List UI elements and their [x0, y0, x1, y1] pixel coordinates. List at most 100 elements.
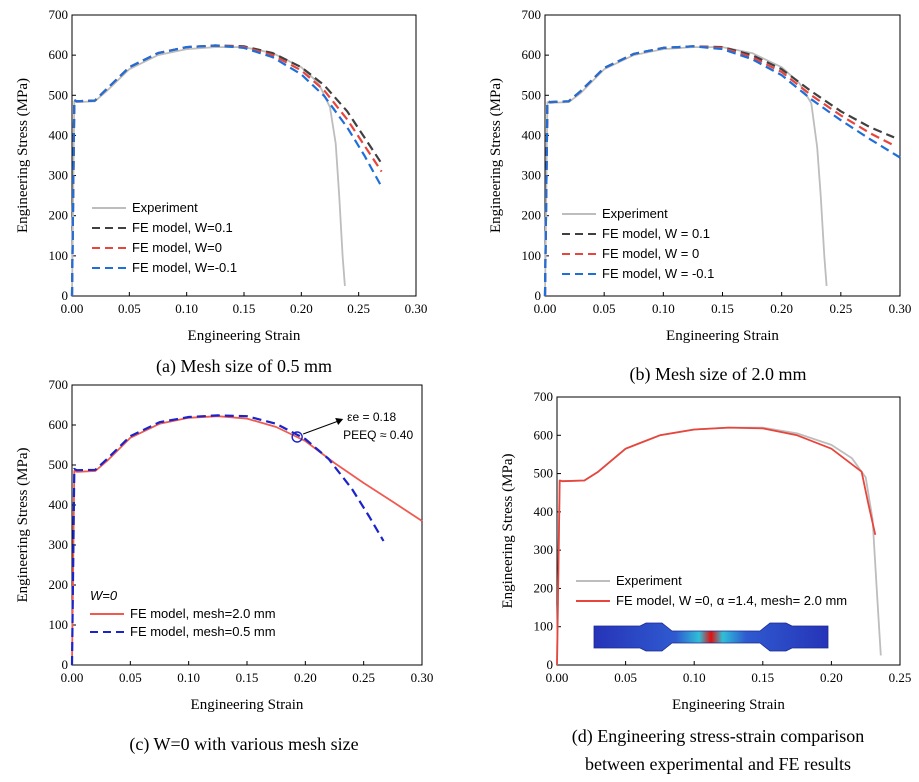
y-tick-label: 200 — [49, 208, 69, 223]
legend-label: FE model, W=0.1 — [132, 220, 233, 235]
y-tick-label: 600 — [522, 47, 542, 62]
panel-c: 0 100 200 300 400 500 600 700 0.00 0.05 0.10 0.15 0.… — [15, 377, 433, 713]
legend-label: FE model, W = 0 — [602, 246, 699, 261]
y-tick-label: 200 — [49, 577, 69, 592]
x-tick-label: 0.10 — [175, 301, 198, 316]
specimen-contour-inset — [593, 622, 829, 652]
legend-label: FE model, mesh=2.0 mm — [130, 606, 276, 621]
x-tick-label: 0.00 — [534, 301, 557, 316]
x-tick-label: 0.25 — [829, 301, 852, 316]
x-tick-label: 0.05 — [119, 670, 142, 685]
y-tick-label: 400 — [49, 127, 69, 142]
annotation-peeq: PEEQ ≈ 0.40 — [343, 428, 413, 442]
series-line-3 — [543, 45, 901, 297]
series-line-1 — [556, 426, 877, 666]
x-tick-label: 0.20 — [294, 670, 317, 685]
y-tick-label: 600 — [49, 417, 69, 432]
series-line-2 — [70, 44, 383, 297]
panel-a: 0 100 200 300 400 500 600 700 0.00 0.05 0.10 0.15 0.… — [15, 7, 427, 344]
caption-c: (c) W=0 with various mesh size — [129, 734, 358, 755]
y-tick-label: 700 — [49, 7, 69, 22]
caption-a: (a) Mesh size of 0.5 mm — [156, 356, 332, 377]
plot-frame — [544, 14, 901, 297]
y-tick-label: 100 — [534, 619, 554, 634]
plot-frame — [71, 384, 423, 666]
x-tick-label: 0.20 — [770, 301, 793, 316]
y-tick-label: 200 — [534, 580, 554, 595]
caption-d-line2: between experimental and FE results — [585, 754, 851, 774]
legend-label: FE model, W=-0.1 — [132, 260, 237, 275]
annotation-arrow — [302, 419, 342, 435]
series-line-1 — [70, 44, 383, 297]
y-tick-label: 0 — [62, 288, 69, 303]
y-tick-label: 300 — [522, 168, 542, 183]
y-tick-label: 400 — [49, 497, 69, 512]
legend-label: FE model, mesh=0.5 mm — [130, 624, 276, 639]
legend-label: FE model, W = -0.1 — [602, 266, 714, 281]
x-tick-label: 0.10 — [683, 670, 706, 685]
x-tick-label: 0.25 — [889, 670, 912, 685]
y-tick-label: 100 — [49, 617, 69, 632]
y-tick-label: 400 — [534, 504, 554, 519]
series-line-1 — [70, 414, 385, 666]
x-axis-label: Engineering Strain — [672, 697, 785, 713]
legend-label: FE model, W = 0.1 — [602, 226, 710, 241]
x-tick-label: 0.05 — [593, 301, 616, 316]
caption-b: (b) Mesh size of 2.0 mm — [630, 364, 807, 385]
y-tick-label: 0 — [62, 657, 69, 672]
y-tick-label: 700 — [522, 7, 542, 22]
legend-label: Experiment — [616, 573, 682, 588]
x-tick-label: 0.25 — [352, 670, 375, 685]
series-line-3 — [70, 44, 383, 297]
panel-b: 0 100 200 300 400 500 600 700 0.00 0.05 0.10 0.15 0.… — [488, 7, 911, 344]
legend-label: FE model, W=0 — [132, 240, 222, 255]
y-tick-label: 0 — [547, 657, 554, 672]
y-tick-label: 500 — [522, 87, 542, 102]
panel-d: 0 100 200 300 400 500 600 700 0.00 0.05 0.10 0.15 0.… — [500, 389, 911, 713]
caption-d-line1: (d) Engineering stress-strain comparison — [572, 726, 864, 747]
y-tick-label: 500 — [534, 466, 554, 481]
y-tick-label: 400 — [522, 127, 542, 142]
x-tick-label: 0.15 — [751, 670, 774, 685]
x-tick-label: 0.15 — [711, 301, 734, 316]
y-axis-label: Engineering Stress (MPa) — [500, 454, 516, 609]
x-tick-label: 0.05 — [614, 670, 637, 685]
y-tick-label: 500 — [49, 457, 69, 472]
legend-label: FE model, W =0, α =1.4, mesh= 2.0 mm — [616, 593, 847, 608]
legend-title: W=0 — [90, 588, 118, 603]
legend-label: Experiment — [602, 206, 668, 221]
y-axis-label: Engineering Stress (MPa) — [15, 78, 31, 233]
x-axis-label: Engineering Strain — [666, 328, 779, 344]
x-tick-label: 0.20 — [290, 301, 313, 316]
plot-frame — [556, 396, 901, 666]
x-axis-label: Engineering Strain — [188, 328, 301, 344]
x-tick-label: 0.10 — [177, 670, 200, 685]
x-tick-label: 0.00 — [546, 670, 569, 685]
y-tick-label: 200 — [522, 208, 542, 223]
x-tick-label: 0.05 — [118, 301, 141, 316]
annotation-strain: εe = 0.18 — [347, 410, 396, 424]
annotation-marker — [291, 431, 303, 443]
x-tick-label: 0.00 — [61, 301, 84, 316]
y-tick-label: 600 — [49, 47, 69, 62]
x-tick-label: 0.30 — [889, 301, 912, 316]
y-tick-label: 700 — [534, 389, 554, 404]
y-tick-label: 100 — [522, 248, 542, 263]
y-axis-label: Engineering Stress (MPa) — [15, 448, 31, 603]
specimen-shape — [593, 622, 829, 652]
legend-label: Experiment — [132, 200, 198, 215]
y-tick-label: 300 — [49, 168, 69, 183]
x-tick-label: 0.10 — [652, 301, 675, 316]
x-axis-label: Engineering Strain — [191, 697, 304, 713]
x-tick-label: 0.15 — [233, 301, 256, 316]
series-line-1 — [543, 45, 895, 297]
annotation-arrowhead — [335, 418, 344, 425]
y-tick-label: 700 — [49, 377, 69, 392]
x-tick-label: 0.25 — [347, 301, 370, 316]
x-tick-label: 0.30 — [405, 301, 428, 316]
x-tick-label: 0.00 — [61, 670, 84, 685]
y-tick-label: 0 — [535, 288, 542, 303]
y-tick-label: 300 — [49, 537, 69, 552]
y-tick-label: 300 — [534, 542, 554, 557]
